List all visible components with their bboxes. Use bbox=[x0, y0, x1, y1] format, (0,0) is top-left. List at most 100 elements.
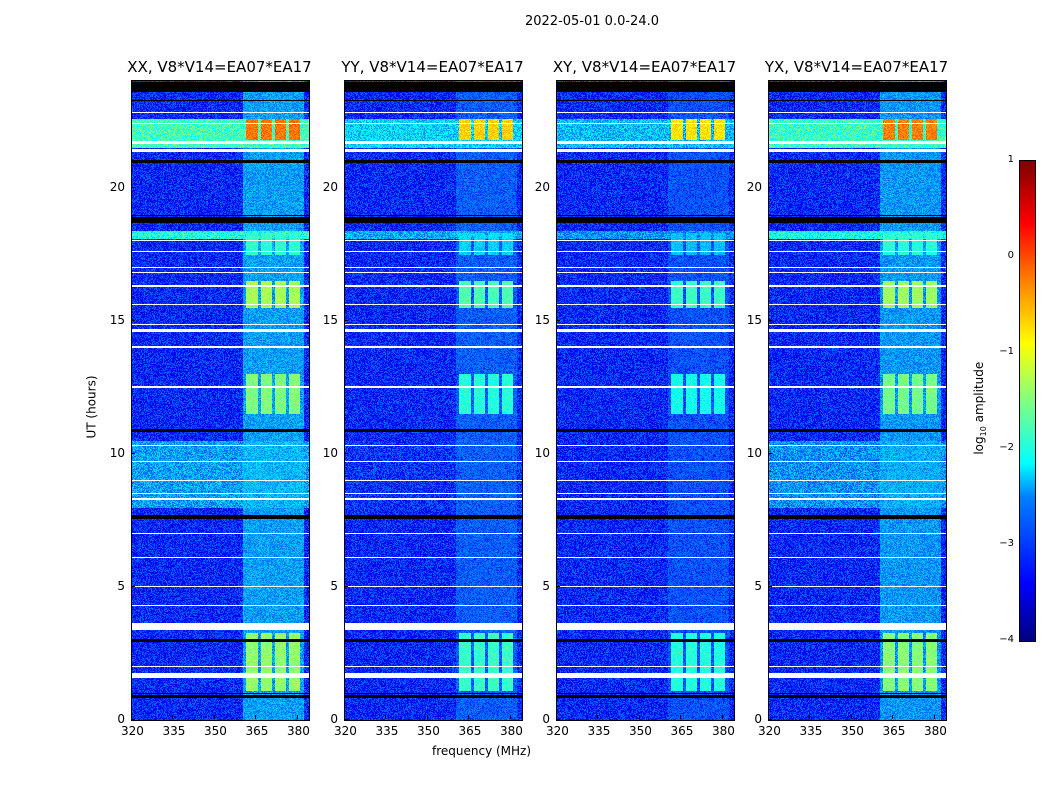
heatmap-panel bbox=[556, 80, 735, 721]
y-tick bbox=[344, 319, 348, 321]
x-tick bbox=[809, 715, 811, 719]
figure-title: 2022-05-01 0.0-24.0 bbox=[525, 14, 659, 29]
x-tick-label: 335 bbox=[799, 724, 823, 738]
y-tick-label: 20 bbox=[746, 179, 762, 194]
colorbar-tick-label: −3 bbox=[999, 538, 1014, 549]
y-tick-label: 10 bbox=[534, 445, 550, 460]
x-tick bbox=[850, 715, 852, 719]
x-tick-label: 320 bbox=[546, 724, 569, 738]
x-tick bbox=[131, 715, 132, 719]
x-tick-label: 365 bbox=[458, 724, 482, 738]
y-tick bbox=[344, 719, 348, 720]
y-tick bbox=[131, 186, 135, 188]
x-tick bbox=[296, 715, 298, 719]
y-tick-label: 20 bbox=[109, 179, 125, 194]
heatmap-panel bbox=[344, 80, 523, 721]
y-tick bbox=[344, 585, 348, 587]
x-tick bbox=[172, 715, 174, 719]
x-tick-label: 380 bbox=[923, 724, 947, 738]
x-tick bbox=[638, 715, 640, 719]
x-tick bbox=[385, 715, 387, 719]
x-tick bbox=[597, 715, 599, 719]
x-tick-label: 335 bbox=[587, 724, 611, 738]
y-tick bbox=[768, 585, 772, 587]
colorbar bbox=[1019, 160, 1036, 642]
y-tick-label: 5 bbox=[754, 578, 762, 593]
x-tick-label: 350 bbox=[840, 724, 864, 738]
y-tick bbox=[556, 585, 560, 587]
x-tick-label: 380 bbox=[711, 724, 735, 738]
y-axis-label: UT (hours) bbox=[84, 375, 99, 439]
y-tick-label: 20 bbox=[322, 179, 338, 194]
x-tick-label: 350 bbox=[203, 724, 227, 738]
x-tick bbox=[892, 715, 894, 719]
y-tick bbox=[131, 319, 135, 321]
y-tick-label: 5 bbox=[117, 578, 125, 593]
x-tick-label: 320 bbox=[758, 724, 781, 738]
colorbar-tick-label: −2 bbox=[999, 442, 1014, 453]
x-tick-label: 380 bbox=[499, 724, 523, 738]
y-tick bbox=[768, 719, 772, 720]
x-tick bbox=[721, 715, 723, 719]
y-tick-label: 0 bbox=[754, 712, 762, 726]
x-tick bbox=[213, 715, 215, 719]
x-tick-label: 365 bbox=[245, 724, 269, 738]
y-tick bbox=[768, 452, 772, 454]
y-tick bbox=[131, 452, 135, 454]
y-tick-label: 10 bbox=[109, 445, 125, 460]
x-tick bbox=[426, 715, 428, 719]
panel-title: XY, V8*V14=EA07*EA17 bbox=[552, 58, 737, 76]
panel-title: YY, V8*V14=EA07*EA17 bbox=[341, 58, 524, 76]
x-tick-label: 350 bbox=[628, 724, 652, 738]
y-tick-label: 10 bbox=[746, 445, 762, 460]
y-tick bbox=[131, 585, 135, 587]
x-tick bbox=[468, 715, 470, 719]
y-tick-label: 0 bbox=[542, 712, 550, 726]
x-tick bbox=[768, 715, 769, 719]
x-axis-label: frequency (MHz) bbox=[432, 744, 532, 758]
x-tick bbox=[255, 715, 257, 719]
heatmap-panel bbox=[768, 80, 947, 721]
x-tick-label: 365 bbox=[670, 724, 694, 738]
y-tick-label: 0 bbox=[330, 712, 338, 726]
colorbar-tick-label: −1 bbox=[999, 346, 1014, 357]
y-tick bbox=[556, 719, 560, 720]
x-tick-label: 365 bbox=[882, 724, 906, 738]
y-tick-label: 20 bbox=[534, 179, 550, 194]
y-tick-label: 15 bbox=[534, 312, 550, 327]
y-tick-label: 0 bbox=[117, 712, 125, 726]
heatmap-panel bbox=[131, 80, 310, 721]
y-tick bbox=[344, 452, 348, 454]
x-tick bbox=[556, 715, 557, 719]
x-tick bbox=[509, 715, 511, 719]
x-tick-label: 320 bbox=[334, 724, 357, 738]
y-tick bbox=[768, 186, 772, 188]
y-tick-label: 5 bbox=[330, 578, 338, 593]
y-tick bbox=[556, 186, 560, 188]
x-tick bbox=[344, 715, 345, 719]
x-tick-label: 320 bbox=[121, 724, 144, 738]
y-tick-label: 10 bbox=[322, 445, 338, 460]
colorbar-tick-label: 1 bbox=[1007, 154, 1014, 165]
y-tick-label: 5 bbox=[542, 578, 550, 593]
y-tick bbox=[556, 452, 560, 454]
x-tick bbox=[680, 715, 682, 719]
y-tick bbox=[556, 319, 560, 321]
x-tick-label: 335 bbox=[162, 724, 186, 738]
colorbar-tick-label: 0 bbox=[1007, 250, 1014, 261]
y-tick-label: 15 bbox=[322, 312, 338, 327]
panel-title: YX, V8*V14=EA07*EA17 bbox=[764, 58, 949, 76]
colorbar-label: log10 amplitude bbox=[971, 361, 989, 455]
x-tick-label: 350 bbox=[416, 724, 440, 738]
colorbar-tick-label: −4 bbox=[999, 634, 1014, 645]
x-tick bbox=[933, 715, 935, 719]
panel-title: XX, V8*V14=EA07*EA17 bbox=[127, 58, 312, 76]
y-tick-label: 15 bbox=[746, 312, 762, 327]
y-tick-label: 15 bbox=[109, 312, 125, 327]
y-tick bbox=[131, 719, 135, 720]
x-tick-label: 335 bbox=[375, 724, 399, 738]
y-tick bbox=[768, 319, 772, 321]
y-tick bbox=[344, 186, 348, 188]
x-tick-label: 380 bbox=[286, 724, 310, 738]
